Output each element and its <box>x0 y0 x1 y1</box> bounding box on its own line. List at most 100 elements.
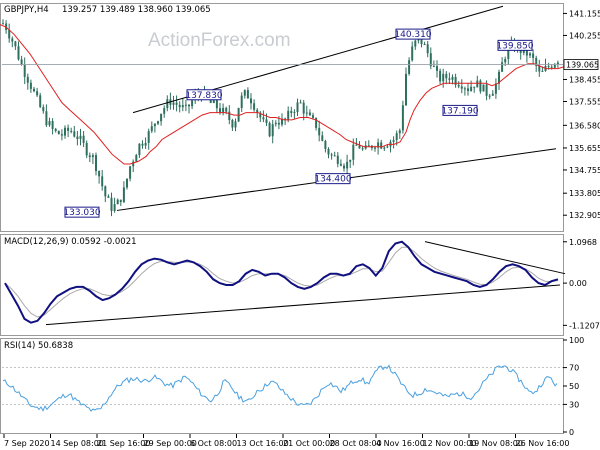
candle-body <box>454 76 457 85</box>
candle-body <box>470 86 473 92</box>
candle-body <box>299 102 302 104</box>
candle-body <box>259 112 262 118</box>
macd-trendline <box>424 241 566 275</box>
candle-body <box>256 109 259 113</box>
macd-tick-label: 1.0968 <box>569 238 597 247</box>
candle-body <box>318 127 321 136</box>
candle-body <box>284 118 287 120</box>
rsi-tick-label: 70 <box>569 364 579 373</box>
candle-body <box>45 111 48 126</box>
candle-body <box>361 148 364 150</box>
candle-body <box>333 155 336 157</box>
candle-body <box>73 131 76 137</box>
candle-body <box>184 104 187 106</box>
candle-body <box>222 107 225 113</box>
candle-body <box>85 142 88 156</box>
candle-body <box>429 53 432 67</box>
candle-body <box>181 105 184 108</box>
candle-body <box>11 38 14 42</box>
candle-body <box>253 103 256 110</box>
candle-body <box>324 140 327 149</box>
candle-body <box>460 86 463 89</box>
candle-body <box>188 104 190 107</box>
candle-body <box>274 122 277 125</box>
candle-body <box>442 73 445 82</box>
candle-body <box>163 108 166 114</box>
candle-body <box>535 57 538 66</box>
candle-body <box>64 127 66 136</box>
rsi-tick-label: 50 <box>569 382 579 391</box>
candle-body <box>36 91 39 96</box>
candle-body <box>150 126 153 132</box>
candle-body <box>336 155 339 164</box>
x-tick-label: 21 Oct 00:00 <box>283 439 335 448</box>
candle-body <box>473 86 476 88</box>
candle-body <box>172 102 175 105</box>
x-tick-label: 12 Nov 00:00 <box>423 439 477 448</box>
current-price-marker: 139.065 <box>2 59 599 70</box>
x-tick-label: 21 Sep 16:00 <box>97 439 150 448</box>
candle-body <box>113 204 116 211</box>
price-tick-label: 141.155 <box>569 9 600 18</box>
candle-body <box>26 76 29 83</box>
candle-body <box>95 155 97 172</box>
macd-line <box>4 240 559 324</box>
candle-body <box>346 161 349 169</box>
candle-body <box>550 66 553 68</box>
price-tick-label: 134.755 <box>569 166 600 175</box>
candle-body <box>243 90 246 96</box>
price-tick-label: 136.580 <box>569 121 600 130</box>
price-y-axis: 141.155 140.255 138.455 137.555 136.580 135.6… <box>563 9 600 220</box>
macd-tick-label: -1.1207 <box>569 321 600 330</box>
candle-body <box>231 120 234 128</box>
candle-body <box>293 112 296 114</box>
candle-body <box>67 127 70 131</box>
candle-body <box>380 142 383 149</box>
candle-body <box>219 108 221 113</box>
candle-body <box>265 119 268 123</box>
candle-body <box>262 117 265 120</box>
candle-body <box>160 113 163 122</box>
candle-body <box>423 44 426 46</box>
candle-body <box>88 155 91 158</box>
candle-body <box>367 145 370 147</box>
price-annotation-label: 137.830 <box>185 91 222 101</box>
candle-body <box>290 110 293 114</box>
candle-body <box>132 161 135 167</box>
x-tick-label: 29 Sep 00:00 <box>144 439 197 448</box>
candle-body <box>281 118 283 125</box>
candle-body <box>76 136 79 140</box>
candle-body <box>287 110 290 120</box>
candle-body <box>246 90 249 99</box>
candle-body <box>463 88 466 90</box>
rsi-line <box>2 364 558 412</box>
price-tick-label: 135.655 <box>569 144 600 153</box>
macd-trendlines <box>45 241 566 326</box>
current-price-label: 139.065 <box>566 61 599 70</box>
candle-body <box>33 88 35 92</box>
x-tick-label: 13 Oct 16:00 <box>237 439 289 448</box>
candle-body <box>432 66 435 68</box>
candle-body <box>305 112 308 114</box>
candle-body <box>414 40 417 47</box>
candle-body <box>482 84 485 92</box>
candle-body <box>451 76 454 80</box>
macd-trendline <box>45 284 561 326</box>
candle-body <box>23 64 26 77</box>
candle-body <box>54 128 57 132</box>
candle-body <box>51 121 54 129</box>
candle-body <box>485 84 488 96</box>
candle-body <box>126 178 128 188</box>
candle-body <box>250 98 252 104</box>
candle-body <box>101 176 104 187</box>
candle-body <box>157 121 159 124</box>
candle-body <box>98 171 101 177</box>
candle-body <box>436 66 438 71</box>
candle-body <box>122 187 125 202</box>
rsi-y-axis: 100 70 50 30 0 <box>2 336 584 437</box>
rsi-tick-label: 30 <box>569 400 579 409</box>
rsi-tick-label: 0 <box>569 428 574 437</box>
candle-body <box>20 59 23 65</box>
